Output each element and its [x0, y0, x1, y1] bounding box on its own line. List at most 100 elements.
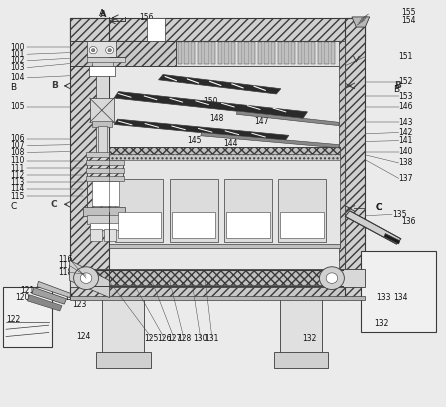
Bar: [92, 121, 112, 127]
Bar: [148, 18, 165, 41]
Bar: [70, 18, 365, 41]
Bar: [87, 57, 125, 61]
Text: B: B: [393, 85, 399, 94]
Text: 102: 102: [10, 56, 25, 65]
Text: A: A: [100, 11, 106, 20]
Bar: [96, 66, 109, 155]
Text: 136: 136: [401, 217, 415, 226]
Bar: [238, 42, 242, 64]
Bar: [297, 42, 302, 64]
Bar: [204, 42, 209, 64]
Text: C: C: [376, 203, 382, 212]
Text: 146: 146: [399, 103, 413, 112]
Bar: [3, 287, 52, 348]
Text: B: B: [10, 83, 17, 92]
Bar: [274, 352, 328, 368]
Bar: [304, 42, 309, 64]
Text: 148: 148: [209, 114, 223, 123]
Text: 132: 132: [302, 334, 317, 343]
Bar: [278, 179, 326, 242]
Bar: [70, 280, 365, 298]
Bar: [224, 179, 272, 242]
Bar: [70, 41, 176, 66]
Text: A: A: [99, 9, 105, 18]
Bar: [116, 179, 163, 242]
Bar: [109, 157, 340, 246]
Bar: [92, 270, 334, 285]
Bar: [218, 42, 222, 64]
Text: 114: 114: [10, 184, 25, 193]
Text: 138: 138: [399, 158, 413, 167]
Text: 111: 111: [10, 164, 25, 173]
Text: 141: 141: [399, 136, 413, 145]
Bar: [324, 42, 329, 64]
Bar: [226, 212, 270, 238]
Bar: [109, 147, 340, 156]
Bar: [318, 42, 322, 64]
Text: 101: 101: [10, 50, 25, 59]
Bar: [70, 269, 365, 287]
Bar: [251, 42, 256, 64]
Text: A: A: [107, 207, 113, 216]
Text: 115: 115: [10, 192, 25, 201]
Text: 107: 107: [10, 141, 25, 150]
Text: 125: 125: [145, 334, 159, 343]
Text: 121: 121: [21, 286, 35, 295]
Circle shape: [80, 273, 92, 283]
Bar: [278, 42, 282, 64]
Circle shape: [319, 267, 344, 289]
Text: 120: 120: [15, 293, 29, 302]
Polygon shape: [114, 119, 289, 141]
Text: 134: 134: [393, 293, 407, 302]
Text: 132: 132: [374, 319, 388, 328]
Bar: [70, 18, 109, 298]
Bar: [102, 298, 145, 354]
Text: C: C: [10, 202, 17, 211]
Bar: [86, 160, 124, 165]
Text: B: B: [51, 81, 58, 90]
Bar: [224, 42, 229, 64]
Bar: [281, 212, 324, 238]
Bar: [109, 154, 340, 160]
Text: 110: 110: [10, 156, 25, 165]
Bar: [87, 155, 123, 208]
Bar: [109, 41, 345, 280]
Bar: [104, 229, 116, 241]
Bar: [89, 66, 116, 76]
Text: 112: 112: [10, 171, 25, 179]
Text: 118: 118: [58, 268, 73, 277]
Bar: [271, 42, 276, 64]
Bar: [86, 152, 124, 157]
Text: C: C: [51, 200, 58, 209]
Text: 156: 156: [139, 13, 154, 22]
Polygon shape: [384, 234, 400, 244]
Text: 135: 135: [392, 210, 406, 219]
Text: 133: 133: [376, 293, 391, 302]
Text: 103: 103: [10, 63, 25, 72]
Circle shape: [91, 48, 95, 52]
Text: 104: 104: [10, 73, 25, 82]
Text: 144: 144: [223, 139, 238, 148]
Text: 153: 153: [399, 92, 413, 101]
Bar: [83, 207, 125, 216]
Bar: [285, 42, 289, 64]
Text: 131: 131: [205, 334, 219, 343]
Text: 142: 142: [399, 128, 413, 137]
Polygon shape: [236, 111, 339, 126]
Polygon shape: [37, 281, 71, 298]
Bar: [191, 42, 195, 64]
Bar: [172, 212, 215, 238]
Bar: [361, 252, 437, 333]
Circle shape: [106, 46, 114, 54]
Polygon shape: [345, 211, 401, 244]
Bar: [198, 42, 202, 64]
Polygon shape: [201, 133, 339, 148]
Polygon shape: [158, 74, 281, 94]
Polygon shape: [27, 295, 62, 311]
Bar: [291, 42, 295, 64]
Text: 108: 108: [10, 148, 25, 157]
Text: 124: 124: [76, 332, 90, 341]
Bar: [258, 42, 262, 64]
Text: 152: 152: [399, 77, 413, 86]
Text: 145: 145: [187, 136, 202, 145]
